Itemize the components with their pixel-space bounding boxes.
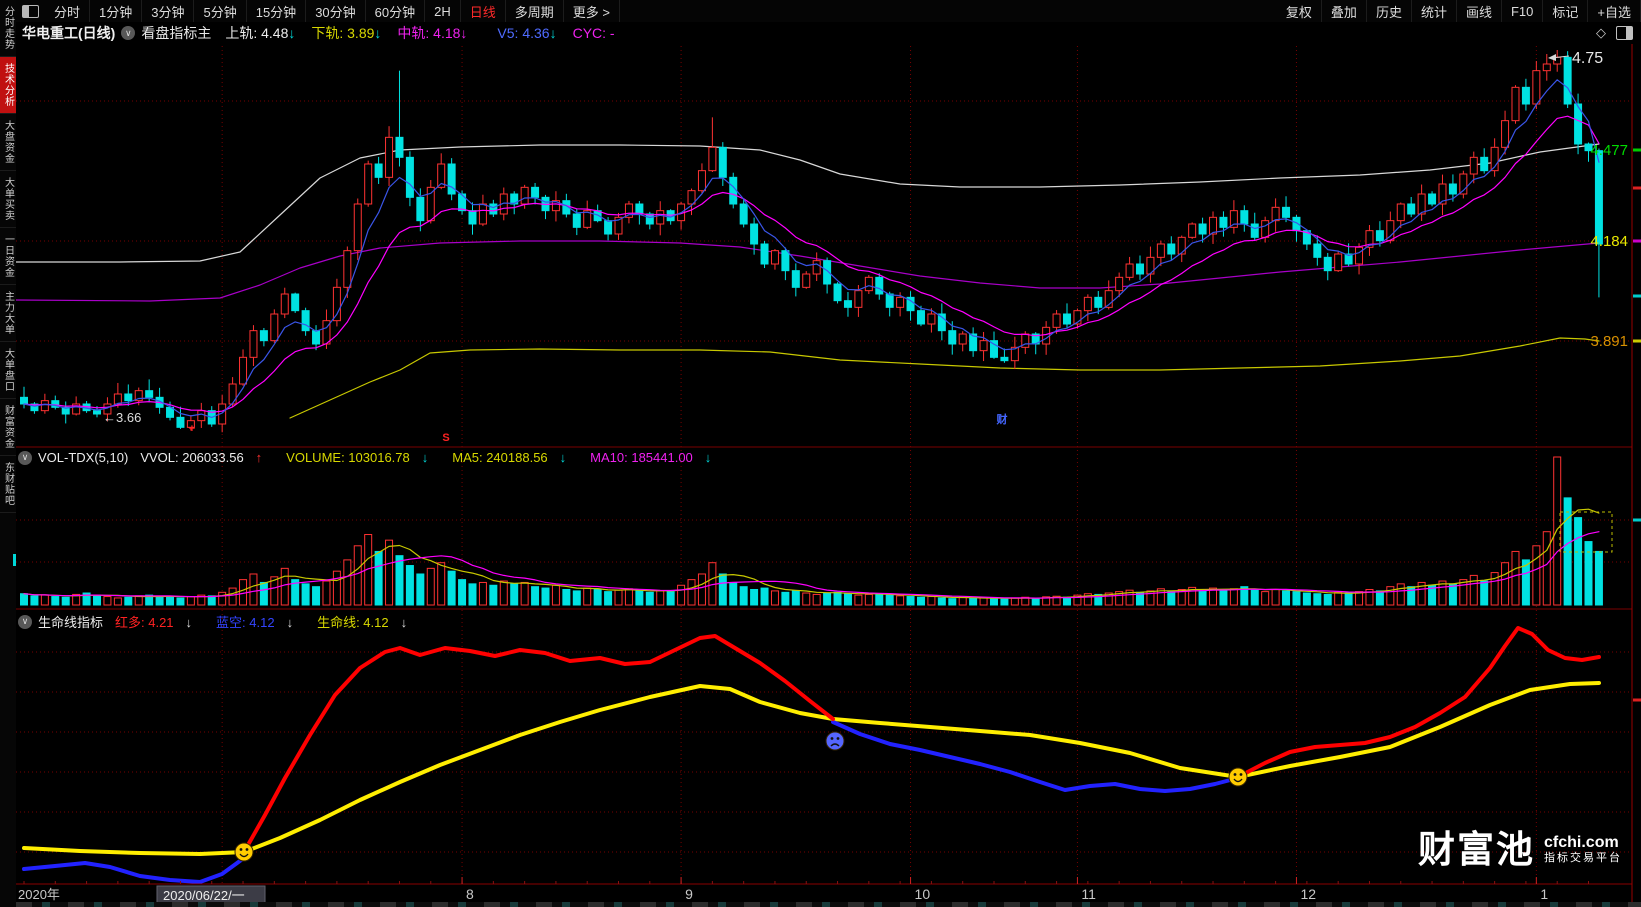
logo-tagline: 指标交易平台 [1544,852,1622,864]
indicator-dropdown-icon[interactable]: ∨ [121,26,136,40]
tab-multi-period[interactable]: 多周期 [506,0,564,22]
tab-30min[interactable]: 30分钟 [306,0,366,22]
watermark-logo: 财富池 cfchi.com 指标交易平台 [1418,831,1622,868]
tool-add-watch[interactable]: +自选 [1588,0,1641,22]
tab-2h[interactable]: 2H [425,0,461,22]
stock-title: 华电重工(日线) [22,25,116,41]
lifeline-dropdown-icon[interactable]: ∨ [18,614,32,629]
svg-text:+: + [189,423,195,435]
sidebar-item-technical-analysis[interactable]: 技术分析 [0,57,16,114]
svg-text:12: 12 [1300,886,1316,902]
main-indicator-name: 看盘指标主 [141,25,212,41]
svg-text:2020/06/22/一: 2020/06/22/一 [163,888,245,903]
left-sidebar: 分时走势 技术分析 大盘资金 大单买卖 一日资金 主力大单 大单盘口 财富资金 … [0,0,16,907]
vol-ma10-value: MA10: 185441.00 ↓ [590,450,712,465]
sidebar-item-main-force-orders[interactable]: 主力大单 [0,285,16,342]
lifeline-red-value: 红多: 4.21 ↓ [115,615,193,630]
logo-cn-text: 财富池 [1418,829,1535,870]
sidebar-item-daily-funds[interactable]: 一日资金 [0,228,16,285]
lifeline-yellow-value: 生命线: 4.12 ↓ [317,615,408,630]
logo-domain: cfchi.com [1544,834,1619,851]
value-v5: V5: 4.36↓ [497,25,557,41]
sidebar-item-big-order-book[interactable]: 大单盘口 [0,342,16,399]
layout-icon[interactable] [22,4,39,18]
tool-drawline[interactable]: 画线 [1457,0,1502,22]
vvol-value: VVOL: 206033.56 ↑ [140,450,263,465]
tab-5min[interactable]: 5分钟 [194,0,247,22]
value-upper-band: 上轨: 4.48↓ [225,25,296,41]
sidebar-item-big-order-trade[interactable]: 大单买卖 [0,171,16,228]
split-pane-icon[interactable] [1616,26,1633,40]
svg-text:11: 11 [1081,886,1096,902]
svg-text:财: 财 [996,412,1008,426]
tab-15min[interactable]: 15分钟 [247,0,307,22]
value-middle-band: 中轨: 4.18↓ [397,25,468,41]
sidebar-item-market-funds[interactable]: 大盘资金 [0,114,16,171]
tab-daily[interactable]: 日线 [461,0,506,22]
value-cyc: CYC: - [572,25,615,41]
volume-panel-header: ∨ VOL-TDX(5,10) VVOL: 206033.56 ↑ VOLUME:… [18,450,735,465]
volume-value: VOLUME: 103016.78 ↓ [286,450,429,465]
chart-info-bar: 华电重工(日线) ∨ 看盘指标主 上轨: 4.48↓ 下轨: 3.89↓ 中轨:… [16,22,1641,44]
tab-more[interactable]: 更多 > [564,0,620,22]
svg-text:2020年: 2020年 [18,887,60,902]
diamond-icon[interactable]: ◇ [1596,25,1606,40]
tool-f10[interactable]: F10 [1502,0,1544,22]
tool-stats[interactable]: 统计 [1412,0,1457,22]
value-lower-band: 下轨: 3.89↓ [311,25,382,41]
lifeline-panel-header: ∨ 生命线指标 红多: 4.21 ↓ 蓝空: 4.12 ↓ 生命线: 4.12 ↓ [18,612,431,631]
svg-text:4.477: 4.477 [1590,142,1628,159]
period-toolbar: 分时 1分钟 3分钟 5分钟 15分钟 30分钟 60分钟 2H 日线 多周期 … [16,0,1641,23]
svg-text:←3.66: ←3.66 [103,410,141,425]
svg-text:9: 9 [685,886,693,902]
sidebar-item-wealth-funds[interactable]: 财富资金 [0,399,16,456]
vol-ma5-value: MA5: 240188.56 ↓ [452,450,567,465]
tool-overlay[interactable]: 叠加 [1322,0,1367,22]
tab-3min[interactable]: 3分钟 [142,0,195,22]
volume-indicator-name: VOL-TDX(5,10) [38,450,129,465]
svg-text:4.184: 4.184 [1590,233,1628,250]
tab-1min[interactable]: 1分钟 [90,0,143,22]
svg-text:10: 10 [915,886,931,902]
sidebar-item-minute-trend[interactable]: 分时走势 [0,0,16,57]
svg-text:S: S [442,432,449,444]
clipped-status-strip [16,902,1641,907]
lifeline-blue-value: 蓝空: 4.12 ↓ [216,615,294,630]
tool-fuquan[interactable]: 复权 [1277,0,1322,22]
tab-60min[interactable]: 60分钟 [366,0,426,22]
svg-text:3.891: 3.891 [1590,333,1628,350]
sidebar-marker [13,554,16,566]
tool-mark[interactable]: 标记 [1543,0,1589,22]
svg-text:8: 8 [466,886,474,902]
lifeline-indicator-name: 生命线指标 [38,615,104,630]
volume-dropdown-icon[interactable]: ∨ [18,450,32,465]
tool-history[interactable]: 历史 [1367,0,1412,22]
sidebar-item-eastmoney-forum[interactable]: 东财贴吧 [0,456,16,513]
tools-group: 复权 叠加 历史 统计 画线 F10 标记 +自选 [1277,0,1641,22]
svg-text:4.75: 4.75 [1572,50,1603,67]
svg-text:1: 1 [1540,886,1548,902]
tab-fenshi[interactable]: 分时 [45,0,91,22]
